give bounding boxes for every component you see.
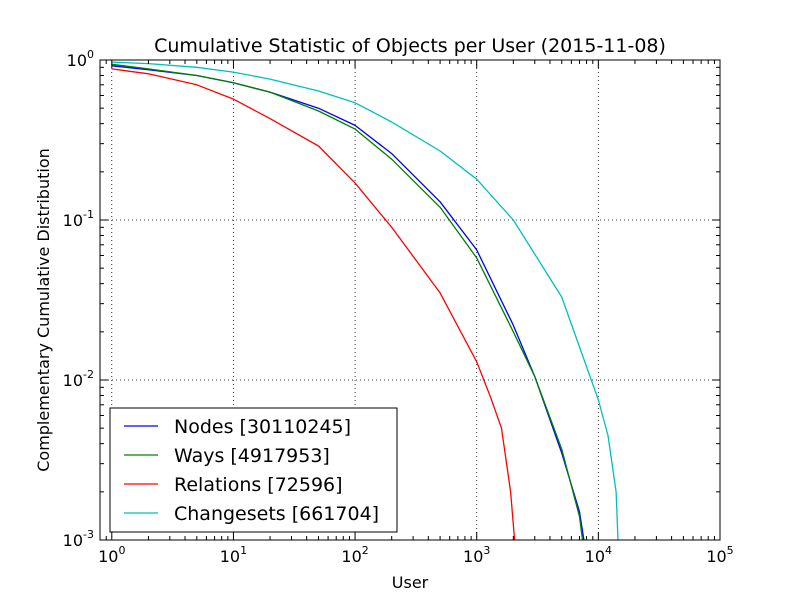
y-tick-base: 10 xyxy=(63,211,83,230)
x-tick-label: 100 xyxy=(98,544,125,566)
y-tick-exponent: -2 xyxy=(83,368,94,381)
y-tick-exponent: -1 xyxy=(83,208,94,221)
y-tick-base: 10 xyxy=(63,531,83,550)
x-tick-base: 10 xyxy=(341,547,361,566)
x-axis-label: User xyxy=(392,573,429,592)
x-tick-base: 10 xyxy=(463,547,483,566)
series-line-3 xyxy=(111,61,619,541)
x-tick-exponent: 2 xyxy=(362,544,369,557)
legend-label-3: Changesets [661704] xyxy=(174,503,379,525)
y-tick-label: 10-3 xyxy=(63,528,94,550)
x-tick-label: 104 xyxy=(585,544,612,566)
x-tick-label: 103 xyxy=(463,544,490,566)
x-tick-base: 10 xyxy=(706,547,726,566)
series-line-1 xyxy=(111,63,584,541)
chart-title: Cumulative Statistic of Objects per User… xyxy=(154,35,666,57)
x-tick-exponent: 3 xyxy=(483,544,490,557)
series-line-2 xyxy=(111,68,516,541)
plot-frame xyxy=(99,59,721,541)
x-tick-exponent: 4 xyxy=(605,544,612,557)
y-tick-exponent: 0 xyxy=(87,48,94,61)
legend-label-1: Ways [4917953] xyxy=(174,445,330,467)
legend: Nodes [30110245] Ways [4917953] Relations … xyxy=(109,407,398,533)
x-tick-base: 10 xyxy=(220,547,240,566)
x-tick-base: 10 xyxy=(585,547,605,566)
y-tick-label: 10-1 xyxy=(63,208,94,230)
x-tick-label: 101 xyxy=(220,544,247,566)
series-group xyxy=(111,61,619,541)
legend-box xyxy=(109,407,398,533)
legend-label-2: Relations [72596] xyxy=(174,474,343,496)
legend-label-0: Nodes [30110245] xyxy=(174,416,351,438)
x-tick-exponent: 1 xyxy=(240,544,247,557)
y-tick-base: 10 xyxy=(67,51,87,70)
y-axis-label: Complementary Cumulative Distribution xyxy=(34,148,53,472)
y-tick-label: 100 xyxy=(67,48,94,70)
y-tick-label: 10-2 xyxy=(63,368,94,390)
x-tick-label: 102 xyxy=(341,544,368,566)
x-tick-exponent: 0 xyxy=(118,544,125,557)
x-tick-label: 105 xyxy=(706,544,733,566)
y-tick-base: 10 xyxy=(63,371,83,390)
ticks xyxy=(99,59,721,541)
y-tick-exponent: -3 xyxy=(83,528,94,541)
x-tick-exponent: 5 xyxy=(727,544,734,557)
x-tick-base: 10 xyxy=(98,547,118,566)
